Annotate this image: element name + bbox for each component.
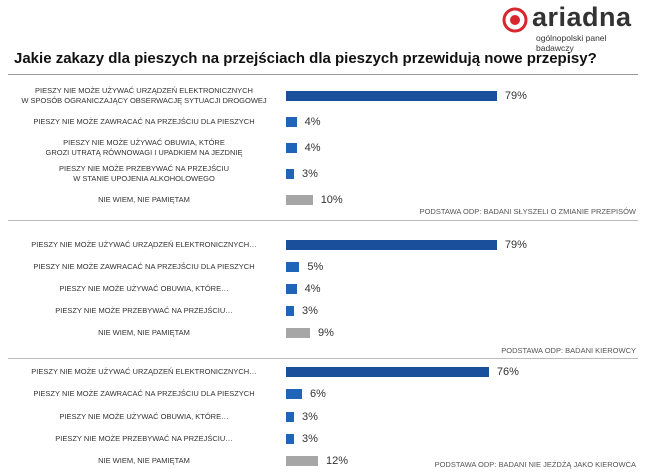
value-label: 4% [304,283,321,295]
value-label: 4% [304,142,321,154]
value-label: 3% [302,168,318,180]
bar [286,328,311,338]
bar [286,240,497,250]
category-label: PIESZY NIE MOŻE UŻYWAĆ OBUWIA, KTÓRE… [59,411,229,421]
bar [286,169,294,179]
bar [286,91,497,101]
category-label: PIESZY NIE MOŻE PRZEBYWAĆ NA PRZEJŚCIU… [55,306,233,315]
title-rule [8,74,638,75]
value-label: 3% [302,305,318,317]
value-label: 5% [307,261,324,273]
category-label: PIESZY NIE MOŻE ZAWRACAĆ NA PRZEJŚCIU DL… [33,262,255,271]
value-label: 79% [504,239,527,251]
category-label: NIE WIEM, NIE PAMIĘTAM [98,456,190,466]
bar [286,195,313,205]
value-label: 79% [504,90,527,102]
category-label: PIESZY NIE MOŻE ZAWRACAĆ NA PRZEJŚCIU DL… [33,389,255,399]
separator [8,358,638,359]
value-label: 10% [320,194,343,206]
bar [286,143,297,153]
bar [286,367,489,377]
title: Jakie zakazy dla pieszych na przejściach… [14,50,597,67]
tagline: ogólnopolski panel badawczy [536,33,607,53]
bar [286,117,297,127]
logo-icon [502,7,528,33]
category-label: NIE WIEM, NIE PAMIĘTAM [98,195,190,204]
bar [286,433,294,444]
base-note: PODSTAWA ODP: BADANI SŁYSZELI O ZMIANIE … [419,207,636,216]
separator [8,220,638,221]
category-label: PIESZY NIE MOŻE UŻYWAĆ OBUWIA, KTÓRE GRO… [45,138,243,157]
bar [286,306,294,316]
bar [286,262,300,272]
value-label: 3% [302,410,318,423]
bar [286,456,319,467]
category-label: PIESZY NIE MOŻE PRZEBYWAĆ NA PRZEJŚCIU W… [58,164,230,183]
value-label: 76% [496,366,519,378]
value-label: 4% [304,116,321,128]
bar [286,411,294,422]
value-label: 6% [310,388,326,401]
base-note: PODSTAWA ODP: BADANI NIE JEŻDŻĄ JAKO KIE… [434,460,636,469]
category-label: PIESZY NIE MOŻE UŻYWAĆ URZĄDZEŃ ELEKTRON… [31,367,257,376]
value-label: 12% [326,455,349,468]
base-note: PODSTAWA ODP: BADANI KIEROWCY [501,346,636,355]
category-label: PIESZY NIE MOŻE UŻYWAĆ URZĄDZEŃ ELEKTRON… [31,240,257,249]
bar [286,389,303,400]
value-label: 9% [318,327,334,339]
category-label: NIE WIEM, NIE PAMIĘTAM [98,328,190,337]
category-label: PIESZY NIE MOŻE UŻYWAĆ OBUWIA, KTÓRE… [59,284,229,293]
category-label: PIESZY NIE MOŻE PRZEBYWAĆ NA PRZEJŚCIU… [55,433,233,443]
brand: ariadna [532,2,632,32]
value-label: 3% [302,432,318,445]
category-label: PIESZY NIE MOŻE ZAWRACAĆ NA PRZEJŚCIU DL… [33,117,255,126]
category-label: PIESZY NIE MOŻE UŻYWAĆ URZĄDZEŃ ELEKTRON… [21,86,267,105]
bar [286,284,297,294]
